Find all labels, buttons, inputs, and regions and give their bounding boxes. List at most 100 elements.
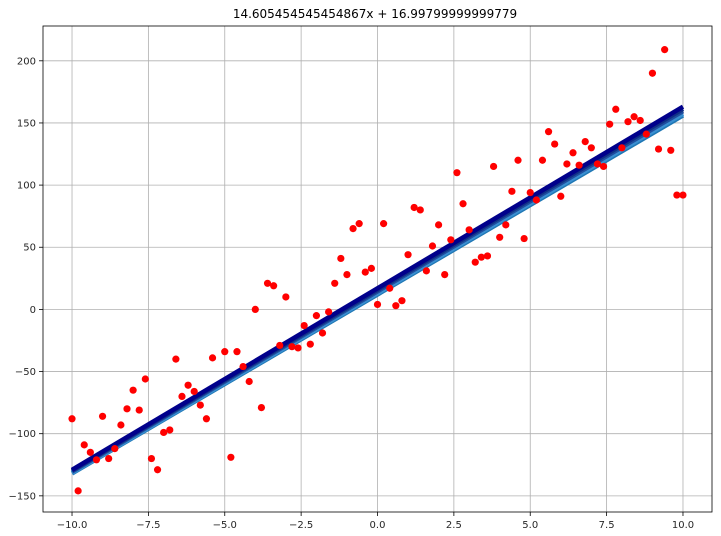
data-point xyxy=(294,344,302,352)
data-point xyxy=(373,300,382,309)
data-point xyxy=(606,120,614,128)
data-point xyxy=(135,406,143,414)
data-point xyxy=(68,415,76,423)
data-point xyxy=(648,69,657,77)
y-tick-label: −150 xyxy=(9,491,36,502)
data-point xyxy=(129,386,137,394)
y-tick-label: 0 xyxy=(30,305,36,316)
data-point xyxy=(178,392,186,401)
data-point xyxy=(349,225,357,233)
y-tick-label: 50 xyxy=(23,243,36,254)
data-point xyxy=(471,258,479,266)
data-point xyxy=(184,381,192,389)
data-point xyxy=(599,162,608,171)
x-tick-label: −7.5 xyxy=(136,520,160,531)
data-point xyxy=(227,453,235,461)
x-tick-label: 7.5 xyxy=(599,520,615,531)
y-axis-ticks: −150 −100 −50 0 50 100 150 200 xyxy=(9,56,43,502)
data-point xyxy=(532,196,540,204)
y-tick-label: 150 xyxy=(17,118,36,129)
data-point xyxy=(147,454,156,463)
data-point xyxy=(300,321,308,330)
data-point xyxy=(117,421,125,429)
x-tick-label: −5.0 xyxy=(213,520,237,531)
y-tick-label: −50 xyxy=(15,367,36,378)
data-point xyxy=(337,254,345,263)
data-point xyxy=(453,169,461,177)
data-point xyxy=(239,362,247,371)
data-point xyxy=(673,191,681,199)
data-point xyxy=(398,297,406,305)
data-point xyxy=(263,279,272,287)
data-point xyxy=(404,251,412,259)
data-point xyxy=(661,46,669,54)
x-axis-ticks: −10.0 −7.5 −5.0 −2.5 0.0 2.5 5.0 7.5 10.0 xyxy=(57,512,694,531)
data-point xyxy=(331,279,339,287)
data-point xyxy=(489,162,498,171)
y-tick-label: 100 xyxy=(17,181,36,192)
x-tick-label: 2.5 xyxy=(446,520,462,531)
grid xyxy=(43,26,712,512)
data-point xyxy=(141,375,149,383)
data-point xyxy=(282,293,290,301)
data-point xyxy=(92,456,101,464)
data-point xyxy=(496,233,504,241)
data-point xyxy=(520,234,528,243)
data-point xyxy=(428,242,437,250)
data-point xyxy=(318,329,327,337)
data-point xyxy=(679,191,687,199)
data-point xyxy=(86,448,94,456)
data-point xyxy=(196,401,204,409)
x-tick-label: −10.0 xyxy=(57,520,88,531)
data-point xyxy=(123,405,131,413)
x-tick-label: 10.0 xyxy=(672,520,694,531)
data-point xyxy=(98,412,107,420)
data-point xyxy=(526,188,534,197)
x-tick-label: 5.0 xyxy=(522,520,538,531)
data-point xyxy=(618,144,626,152)
data-point xyxy=(166,426,174,434)
data-point xyxy=(160,428,168,437)
data-point xyxy=(477,253,485,261)
data-point xyxy=(434,221,443,229)
data-point xyxy=(306,340,314,348)
data-point xyxy=(508,187,516,195)
data-point xyxy=(380,220,388,228)
data-point xyxy=(563,160,571,168)
data-point xyxy=(630,113,638,121)
data-point xyxy=(288,343,296,351)
data-point xyxy=(636,116,644,125)
data-point xyxy=(361,268,369,276)
data-point xyxy=(367,264,375,272)
data-point xyxy=(642,130,650,138)
data-point xyxy=(544,128,553,136)
data-point xyxy=(153,466,162,474)
data-point xyxy=(483,252,492,260)
data-point xyxy=(221,348,229,356)
data-point xyxy=(74,487,82,495)
data-point xyxy=(270,282,278,290)
data-point xyxy=(208,354,217,362)
data-point xyxy=(233,348,241,356)
data-point xyxy=(190,387,198,396)
data-point xyxy=(355,220,363,228)
data-point xyxy=(465,226,473,234)
data-point xyxy=(111,445,119,453)
data-point xyxy=(575,161,583,169)
data-point xyxy=(392,302,400,310)
data-point xyxy=(251,305,259,313)
y-tick-label: −100 xyxy=(9,429,36,440)
data-point xyxy=(514,156,522,164)
data-point xyxy=(276,341,284,350)
x-tick-label: 0.0 xyxy=(370,520,386,531)
data-point xyxy=(502,221,510,229)
data-point xyxy=(538,156,547,164)
data-point xyxy=(325,308,333,316)
data-point xyxy=(612,105,620,113)
chart-title: 14.605454545454867x + 16.99799999999779 xyxy=(233,7,517,21)
data-point xyxy=(447,236,455,244)
data-point xyxy=(257,403,266,412)
data-point xyxy=(410,203,418,212)
data-point xyxy=(593,160,602,168)
